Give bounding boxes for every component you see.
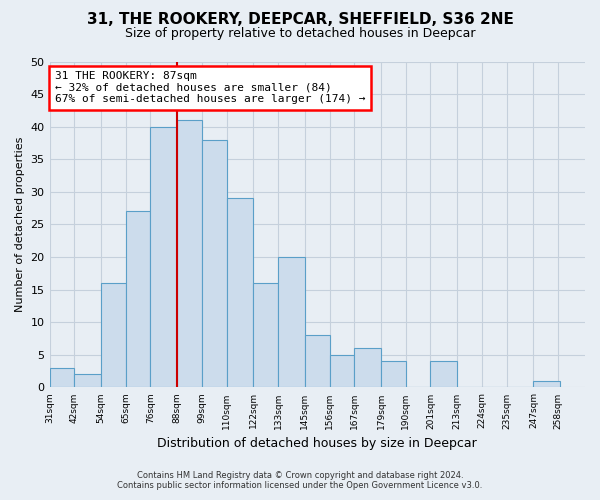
Bar xyxy=(305,336,329,388)
Bar xyxy=(151,126,177,388)
Bar xyxy=(533,381,560,388)
Bar xyxy=(74,374,101,388)
Bar xyxy=(354,348,381,388)
Bar xyxy=(329,355,354,388)
Bar xyxy=(381,362,406,388)
Bar xyxy=(126,212,151,388)
Bar xyxy=(430,362,457,388)
Text: Size of property relative to detached houses in Deepcar: Size of property relative to detached ho… xyxy=(125,28,475,40)
Bar xyxy=(227,198,253,388)
Bar xyxy=(278,257,305,388)
Bar xyxy=(101,283,126,388)
Y-axis label: Number of detached properties: Number of detached properties xyxy=(15,137,25,312)
Text: 31, THE ROOKERY, DEEPCAR, SHEFFIELD, S36 2NE: 31, THE ROOKERY, DEEPCAR, SHEFFIELD, S36… xyxy=(86,12,514,28)
Text: 31 THE ROOKERY: 87sqm
← 32% of detached houses are smaller (84)
67% of semi-deta: 31 THE ROOKERY: 87sqm ← 32% of detached … xyxy=(55,72,365,104)
X-axis label: Distribution of detached houses by size in Deepcar: Distribution of detached houses by size … xyxy=(157,437,477,450)
Bar xyxy=(253,283,278,388)
Bar xyxy=(50,368,74,388)
Bar xyxy=(177,120,202,388)
Bar xyxy=(202,140,227,388)
Text: Contains HM Land Registry data © Crown copyright and database right 2024.
Contai: Contains HM Land Registry data © Crown c… xyxy=(118,470,482,490)
